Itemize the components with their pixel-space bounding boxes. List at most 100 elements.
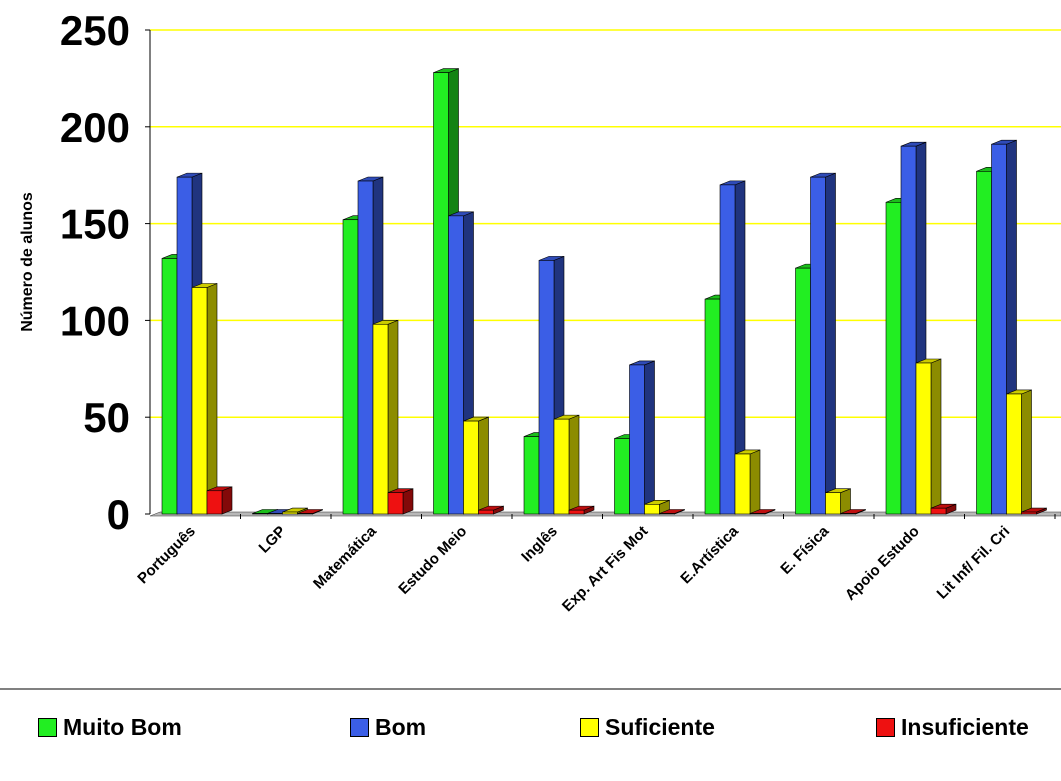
y-tick-label: 100 [60, 297, 130, 344]
bar [930, 503, 957, 515]
bar-front [976, 171, 992, 515]
bar [478, 505, 504, 515]
bar [825, 488, 851, 515]
bar-side [644, 360, 655, 515]
bar [372, 319, 399, 515]
bar-side [825, 172, 836, 515]
legend-item: Bom [350, 714, 426, 741]
bar-front [478, 509, 494, 515]
bar-front [463, 420, 479, 515]
x-tick-label: LGP [255, 523, 289, 557]
x-axis-labels: Português LGP Matemática Estudo Meio InglêsE… [134, 514, 1056, 615]
bar [463, 416, 489, 515]
bar [206, 486, 233, 515]
bar-side [1021, 389, 1032, 515]
bar-front [342, 219, 359, 515]
x-tick-label: Lit Inf/ Fil. Cri [934, 523, 1014, 603]
legend-swatch [580, 718, 599, 737]
bar [840, 509, 866, 515]
bar-front [704, 298, 721, 515]
bar-front [840, 513, 856, 515]
legend-label: Muito Bom [63, 714, 182, 740]
bar-front [825, 492, 841, 515]
legend: Muito Bom Bom Suficiente Insuficiente [0, 714, 1061, 754]
bar [629, 360, 655, 515]
bar [553, 414, 580, 515]
bar-front [448, 215, 464, 515]
bar [387, 488, 414, 515]
bar-front [930, 507, 947, 515]
x-tick-label: Inglês [518, 523, 561, 566]
bar-front [282, 511, 298, 515]
x-tick-label: E. Física [777, 522, 833, 578]
bar-front [991, 143, 1007, 515]
legend-item: Muito Bom [38, 714, 182, 741]
bar-front [191, 287, 208, 515]
bar-front [161, 258, 178, 515]
bar-front [553, 418, 570, 515]
bar-front [176, 176, 193, 515]
bar [1021, 507, 1047, 515]
bar-side [402, 488, 414, 515]
bar-front [523, 436, 540, 515]
bar-front [644, 504, 660, 515]
bar-side [221, 486, 233, 515]
bar-front [915, 362, 932, 515]
bar-front [357, 180, 374, 515]
bar [568, 505, 595, 515]
y-tick-label: 250 [60, 7, 130, 54]
bar-front [629, 364, 645, 515]
legend-label: Bom [375, 714, 427, 740]
bar-side [206, 283, 218, 515]
bar [191, 283, 218, 515]
bar [915, 358, 942, 515]
y-tick-label: 50 [83, 394, 130, 441]
legend-label: Suficiente [605, 714, 715, 740]
bar [297, 509, 323, 515]
bar-front [734, 453, 751, 515]
legend-swatch [876, 718, 895, 737]
bar-side [749, 449, 761, 515]
legend-item: Suficiente [580, 714, 715, 741]
legend-item: Insuficiente [876, 714, 1029, 741]
bar-chart: 0 50 100 150 200 250 Português LGP Matemática Es… [0, 7, 1061, 690]
bar-front [538, 260, 555, 515]
y-tick-label: 200 [60, 104, 130, 151]
bar [659, 509, 685, 515]
bar-front [795, 267, 811, 515]
y-tick-label: 150 [60, 201, 130, 248]
x-tick-label: E.Artística [677, 522, 742, 587]
bar-front [252, 513, 268, 515]
bar-front [568, 509, 585, 515]
bar-front [267, 513, 283, 515]
bar-side [387, 319, 399, 515]
bar-side [568, 414, 580, 515]
legend-swatch [38, 718, 57, 737]
bar-front [387, 492, 404, 515]
x-tick-label: Matemática [310, 522, 380, 592]
x-tick-label: Apoio Estudo [842, 523, 923, 604]
x-tick-label: Português [134, 523, 198, 587]
bar-front [1021, 511, 1037, 515]
bar-front [885, 202, 902, 515]
bar-front [1006, 393, 1022, 515]
bar-front [433, 72, 449, 515]
bar-front [614, 438, 630, 515]
bar [1006, 389, 1032, 515]
bar-side [478, 416, 489, 515]
x-tick-label: Exp. Art Fis Mot [559, 523, 651, 615]
bar [749, 509, 776, 515]
bar-front [297, 513, 313, 515]
bar [719, 180, 746, 515]
y-tick-label: 0 [107, 491, 130, 538]
x-tick-label: Estudo Meio [395, 523, 470, 598]
bar-front [372, 323, 389, 515]
bars [161, 68, 1047, 515]
bar [810, 172, 836, 515]
bar-front [719, 184, 736, 515]
y-axis-ticks: 0 50 100 150 200 250 [60, 7, 150, 538]
bar-front [659, 513, 675, 515]
y-axis-title: Número de alunos [19, 192, 36, 332]
legend-label: Insuficiente [901, 714, 1029, 740]
bar-front [810, 176, 826, 515]
